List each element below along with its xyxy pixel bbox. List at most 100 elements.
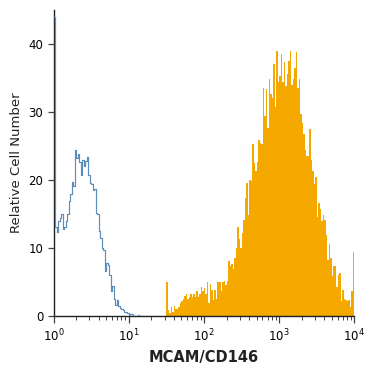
Bar [183, 298, 184, 316]
Bar [260, 142, 261, 316]
Y-axis label: Relative Cell Number: Relative Cell Number [10, 93, 23, 233]
Bar [280, 54, 282, 316]
Bar [344, 298, 345, 316]
Bar [256, 162, 258, 316]
Bar [309, 129, 311, 316]
Bar [317, 217, 318, 316]
Bar [329, 244, 330, 316]
Bar [210, 284, 212, 316]
Bar [300, 114, 302, 316]
Bar [166, 282, 168, 316]
Bar [184, 296, 186, 316]
Bar [252, 144, 254, 316]
Bar [293, 79, 294, 316]
Bar [188, 298, 189, 316]
Bar [267, 128, 268, 316]
Bar [327, 260, 329, 316]
Bar [192, 297, 194, 316]
Bar [270, 94, 272, 316]
Bar [178, 308, 180, 316]
Bar [180, 303, 182, 316]
Bar [308, 156, 309, 316]
Bar [177, 309, 178, 316]
Bar [262, 88, 264, 316]
Bar [246, 183, 248, 316]
Bar [278, 82, 279, 316]
Bar [216, 298, 217, 316]
Bar [238, 239, 240, 316]
Bar [190, 294, 192, 316]
Bar [220, 291, 222, 316]
Bar [302, 123, 303, 316]
Bar [279, 76, 280, 316]
Bar [258, 140, 260, 316]
Bar [353, 252, 354, 316]
Bar [186, 294, 188, 316]
Bar [347, 302, 348, 316]
Bar [296, 52, 297, 316]
Bar [264, 116, 266, 316]
Bar [209, 303, 210, 316]
Bar [207, 282, 209, 316]
Bar [282, 82, 284, 316]
Bar [272, 98, 273, 316]
Bar [222, 282, 224, 316]
Bar [336, 286, 338, 316]
Bar [219, 282, 220, 316]
Bar [189, 297, 190, 316]
Bar [217, 282, 219, 316]
Bar [338, 275, 339, 316]
Bar [351, 291, 353, 316]
Bar [332, 276, 333, 316]
Bar [324, 220, 326, 316]
Bar [333, 266, 335, 316]
Bar [318, 204, 320, 316]
Bar [268, 79, 270, 316]
Bar [315, 177, 317, 316]
Bar [214, 290, 216, 316]
Bar [200, 294, 201, 316]
Bar [286, 74, 288, 316]
Bar [236, 248, 237, 316]
Bar [254, 164, 255, 316]
Bar [225, 285, 226, 316]
Bar [182, 302, 183, 316]
Bar [170, 314, 171, 316]
Bar [276, 51, 278, 316]
Bar [204, 288, 206, 316]
Bar [211, 290, 213, 316]
Bar [305, 150, 306, 316]
Bar [248, 215, 249, 316]
Bar [323, 215, 324, 316]
Bar [234, 258, 236, 316]
Bar [312, 171, 314, 316]
Bar [172, 312, 174, 316]
Bar [330, 258, 332, 316]
Bar [321, 221, 323, 316]
Bar [174, 306, 176, 316]
Bar [224, 281, 225, 316]
Bar [176, 309, 177, 316]
Bar [306, 156, 308, 316]
Bar [251, 181, 252, 316]
Bar [244, 198, 246, 316]
Bar [297, 88, 299, 316]
Bar [290, 51, 291, 316]
Bar [273, 64, 274, 316]
Bar [311, 160, 312, 316]
Bar [320, 209, 321, 316]
Bar [226, 281, 228, 316]
Bar [243, 220, 244, 316]
Bar [339, 273, 341, 316]
Bar [274, 107, 276, 316]
Bar [201, 286, 202, 316]
Bar [206, 294, 207, 316]
Bar [288, 61, 290, 316]
X-axis label: MCAM/CD146: MCAM/CD146 [149, 350, 259, 365]
Bar [345, 300, 347, 316]
Bar [341, 302, 342, 316]
Bar [196, 291, 198, 316]
Bar [299, 79, 300, 316]
Bar [261, 144, 262, 316]
Bar [266, 89, 267, 316]
